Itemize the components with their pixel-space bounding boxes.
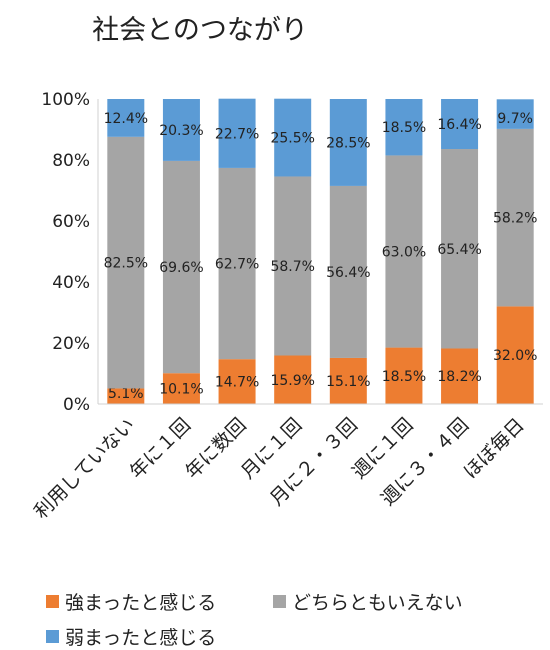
- bar-segment: [107, 136, 145, 389]
- bar-segment: [496, 128, 534, 307]
- data-label: 16.4%: [437, 117, 481, 133]
- legend-label-strong: 強まったと感じる: [65, 592, 217, 614]
- data-label: 28.5%: [326, 135, 370, 151]
- legend-swatch-neutral: [273, 595, 286, 608]
- x-tick-label: ほぼ毎日: [459, 414, 528, 483]
- bar-segment: [274, 98, 312, 177]
- y-tick-label: 20%: [52, 334, 90, 354]
- legend-label-neutral: どちらともいえない: [292, 592, 463, 614]
- data-label: 15.1%: [326, 374, 370, 390]
- x-tick-label: 利用していない: [30, 414, 139, 523]
- data-label: 18.5%: [382, 369, 426, 385]
- bar-segment: [218, 359, 256, 404]
- data-label: 20.3%: [159, 123, 203, 139]
- data-label: 15.9%: [270, 373, 314, 389]
- bar-segment: [162, 373, 200, 404]
- data-label: 62.7%: [215, 257, 259, 273]
- y-tick-label: 60%: [52, 212, 90, 232]
- data-label: 69.6%: [159, 260, 203, 276]
- x-tick-label: 年に数回: [181, 414, 250, 483]
- bar-segment: [441, 348, 479, 404]
- bar-segment: [274, 355, 312, 404]
- bar-segment: [162, 99, 200, 161]
- bar-segment: [496, 306, 534, 404]
- legend-swatch-weak: [46, 630, 59, 643]
- data-label: 32.0%: [493, 348, 537, 364]
- legend-item-weak: 弱まったと感じる: [46, 623, 216, 650]
- legend-swatch-strong: [46, 595, 59, 608]
- data-label: 9.7%: [497, 111, 533, 127]
- data-label: 18.2%: [437, 369, 481, 385]
- y-tick-label: 100%: [41, 90, 90, 110]
- bar-segment: [441, 99, 479, 150]
- legend-item-neutral: どちらともいえない: [273, 588, 463, 615]
- data-label: 10.1%: [159, 382, 203, 398]
- bar-segment: [496, 99, 534, 129]
- data-label: 56.4%: [326, 265, 370, 281]
- data-label: 18.5%: [382, 120, 426, 136]
- data-label: 22.7%: [215, 126, 259, 142]
- bar-segment: [107, 388, 145, 404]
- bar-segment: [218, 98, 256, 168]
- legend-item-strong: 強まったと感じる: [46, 588, 216, 615]
- bar-segment: [329, 99, 367, 186]
- bar-segment: [107, 99, 145, 137]
- bar-segment: [329, 185, 367, 358]
- data-label: 5.1%: [108, 386, 144, 402]
- bar-segment: [385, 347, 423, 404]
- legend-label-weak: 弱まったと感じる: [65, 627, 217, 649]
- data-label: 63.0%: [382, 245, 426, 261]
- bar-segment: [218, 167, 256, 360]
- x-tick-label: 年に１回: [126, 414, 195, 483]
- data-label: 65.4%: [437, 242, 481, 258]
- data-label: 25.5%: [270, 131, 314, 147]
- bar-segment: [274, 176, 312, 356]
- bar-segment: [162, 160, 200, 374]
- data-label: 58.7%: [270, 259, 314, 275]
- y-tick-label: 0%: [63, 395, 90, 415]
- bar-segment: [385, 155, 423, 348]
- data-label: 14.7%: [215, 375, 259, 391]
- bar-segment: [385, 99, 423, 156]
- data-label: 12.4%: [104, 111, 148, 127]
- data-label: 58.2%: [493, 211, 537, 227]
- y-tick-label: 40%: [52, 273, 90, 293]
- bar-segment: [329, 357, 367, 404]
- chart-title: 社会とのつながり: [92, 15, 308, 46]
- y-tick-label: 80%: [52, 151, 90, 171]
- data-label: 82.5%: [104, 256, 148, 272]
- bar-segment: [441, 149, 479, 349]
